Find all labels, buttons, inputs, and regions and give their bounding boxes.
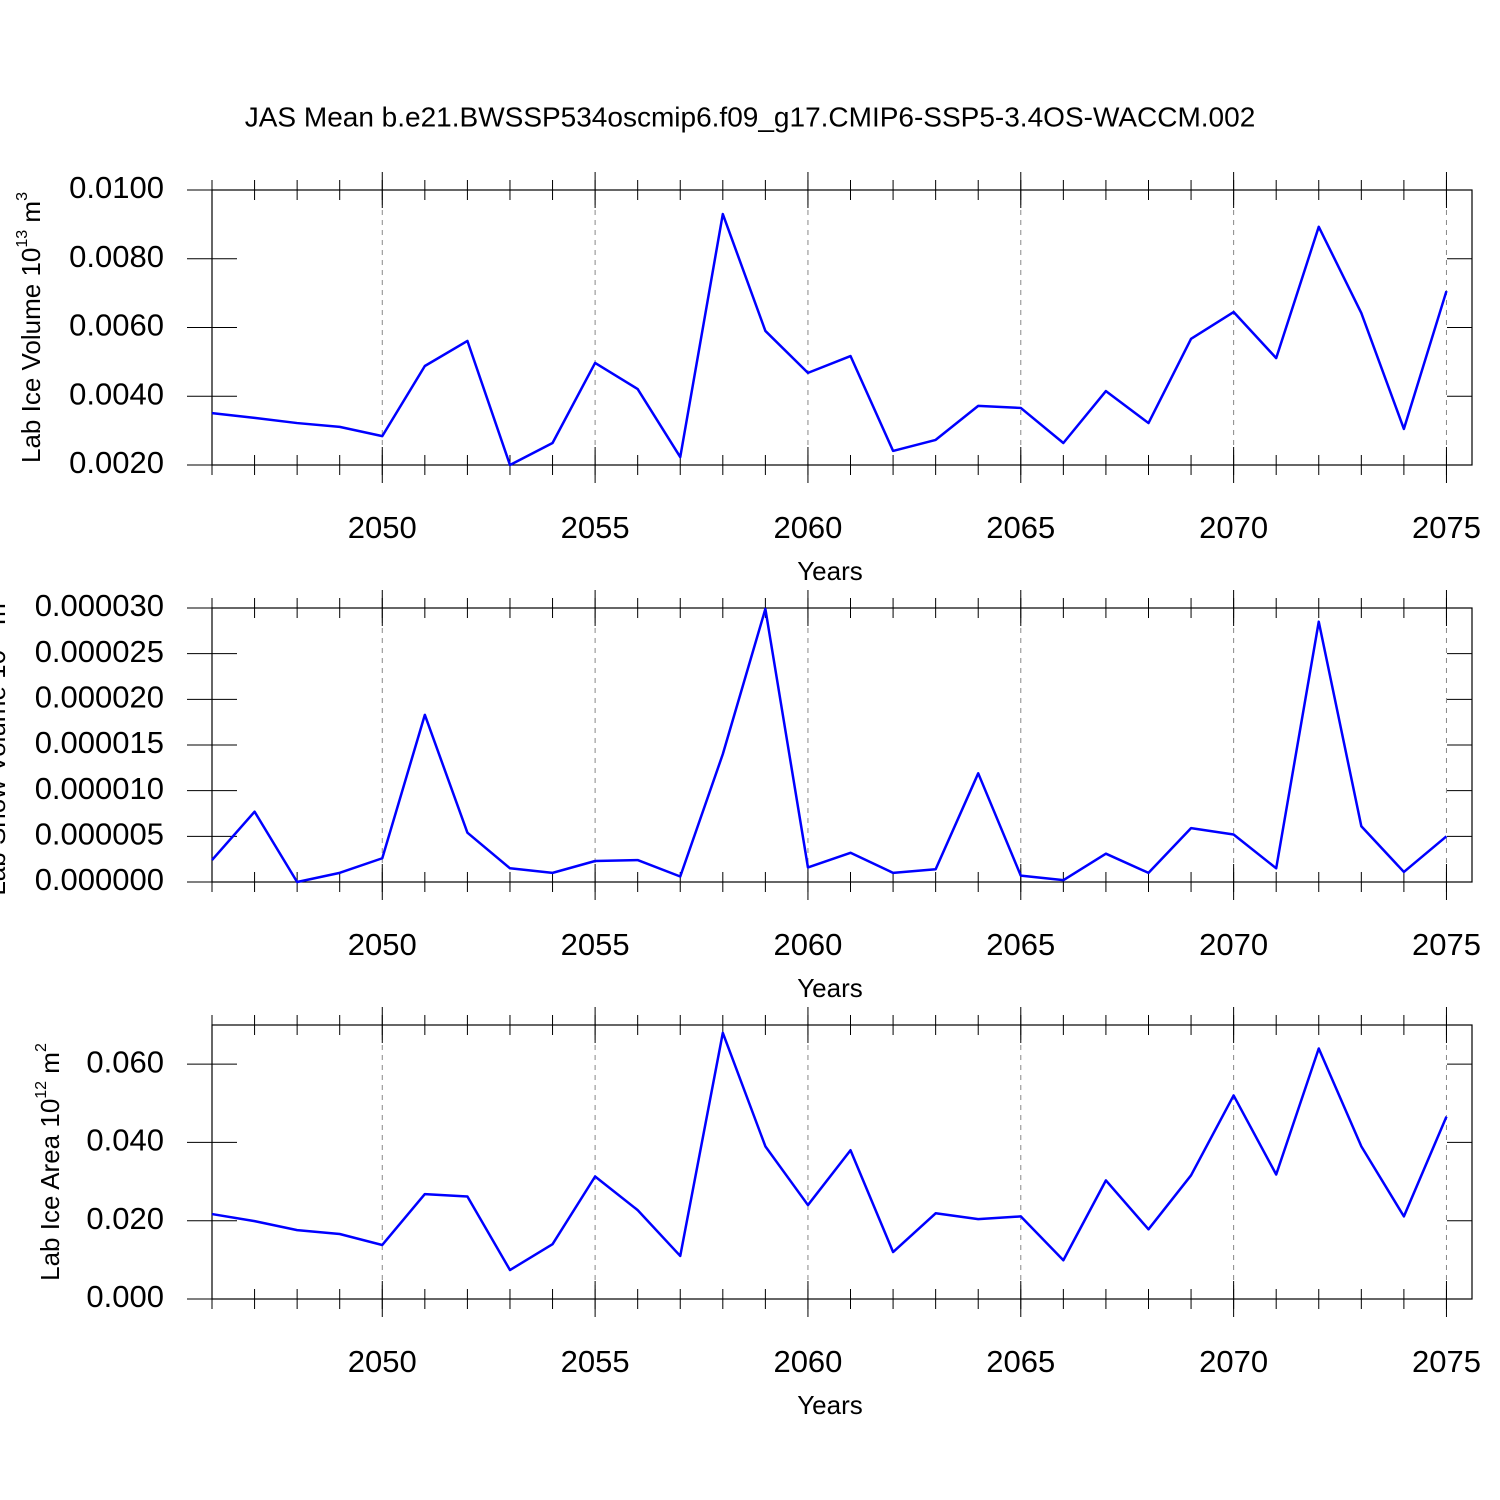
y-axis-label-part: 3 — [14, 192, 31, 201]
y-tick-label: 0.040 — [86, 1123, 164, 1158]
y-tick-label: 0.000 — [86, 1279, 164, 1314]
y-axis-label: Lab Ice Volume 1013 m3 — [14, 192, 46, 463]
chart-title: JAS Mean b.e21.BWSSP534oscmip6.f09_g17.C… — [245, 101, 1256, 132]
data-line — [211, 607, 1448, 884]
x-tick-label: 2050 — [348, 510, 417, 545]
x-axis-label: Years — [797, 1390, 863, 1420]
x-tick-label: 2075 — [1412, 1344, 1481, 1379]
y-tick-label: 0.0040 — [69, 376, 164, 411]
x-tick-label: 2050 — [348, 1344, 417, 1379]
x-tick-label: 2055 — [561, 1344, 630, 1379]
y-tick-label: 0.000000 — [35, 862, 164, 897]
y-axis-label-part: Lab Snow Volume 10 — [0, 650, 11, 896]
y-tick-label: 0.0020 — [69, 445, 164, 480]
plot-frame — [211, 1024, 1473, 1300]
x-tick-label: 2075 — [1412, 927, 1481, 962]
y-tick-label: 0.060 — [86, 1044, 164, 1079]
y-axis-label-part: 13 — [14, 230, 31, 248]
y-axis-label: Lab Snow Volume 1013 m3 — [0, 594, 11, 895]
x-tick-label: 2070 — [1199, 1344, 1268, 1379]
y-axis-label-part: Lab Ice Area 10 — [35, 1099, 65, 1281]
x-tick-label: 2075 — [1412, 510, 1481, 545]
y-axis-label-part: 12 — [33, 1081, 50, 1099]
y-tick-label: 0.0100 — [69, 170, 164, 205]
y-tick-label: 0.000015 — [35, 725, 164, 760]
x-tick-label: 2060 — [773, 510, 842, 545]
plot-frame — [211, 189, 1473, 466]
x-tick-label: 2065 — [986, 510, 1055, 545]
y-tick-label: 0.000030 — [35, 588, 164, 623]
y-tick-label: 0.0080 — [69, 239, 164, 274]
y-axis-label: Lab Ice Area 1012 m2 — [33, 1043, 65, 1281]
data-line — [211, 212, 1448, 467]
x-tick-label: 2055 — [561, 927, 630, 962]
x-tick-label: 2065 — [986, 1344, 1055, 1379]
plot-frame — [211, 607, 1473, 883]
y-axis-label-part: Lab Ice Volume 10 — [16, 248, 46, 463]
y-axis-label-part: m — [35, 1052, 65, 1081]
x-tick-label: 2065 — [986, 927, 1055, 962]
y-tick-label: 0.000010 — [35, 771, 164, 806]
y-tick-label: 0.000020 — [35, 680, 164, 715]
x-tick-label: 2050 — [348, 927, 417, 962]
y-tick-label: 0.0060 — [69, 308, 164, 343]
data-line — [211, 1031, 1448, 1272]
x-axis-label: Years — [797, 556, 863, 586]
y-axis-label-part: 2 — [33, 1043, 50, 1052]
x-tick-label: 2070 — [1199, 927, 1268, 962]
y-tick-label: 0.000005 — [35, 817, 164, 852]
x-axis-label: Years — [797, 973, 863, 1003]
x-tick-label: 2070 — [1199, 510, 1268, 545]
y-axis-label-part: m — [16, 201, 46, 230]
y-axis-label-part: m — [0, 603, 11, 632]
x-tick-label: 2060 — [773, 927, 842, 962]
x-tick-label: 2055 — [561, 510, 630, 545]
x-tick-label: 2060 — [773, 1344, 842, 1379]
y-tick-label: 0.020 — [86, 1201, 164, 1236]
y-tick-label: 0.000025 — [35, 634, 164, 669]
